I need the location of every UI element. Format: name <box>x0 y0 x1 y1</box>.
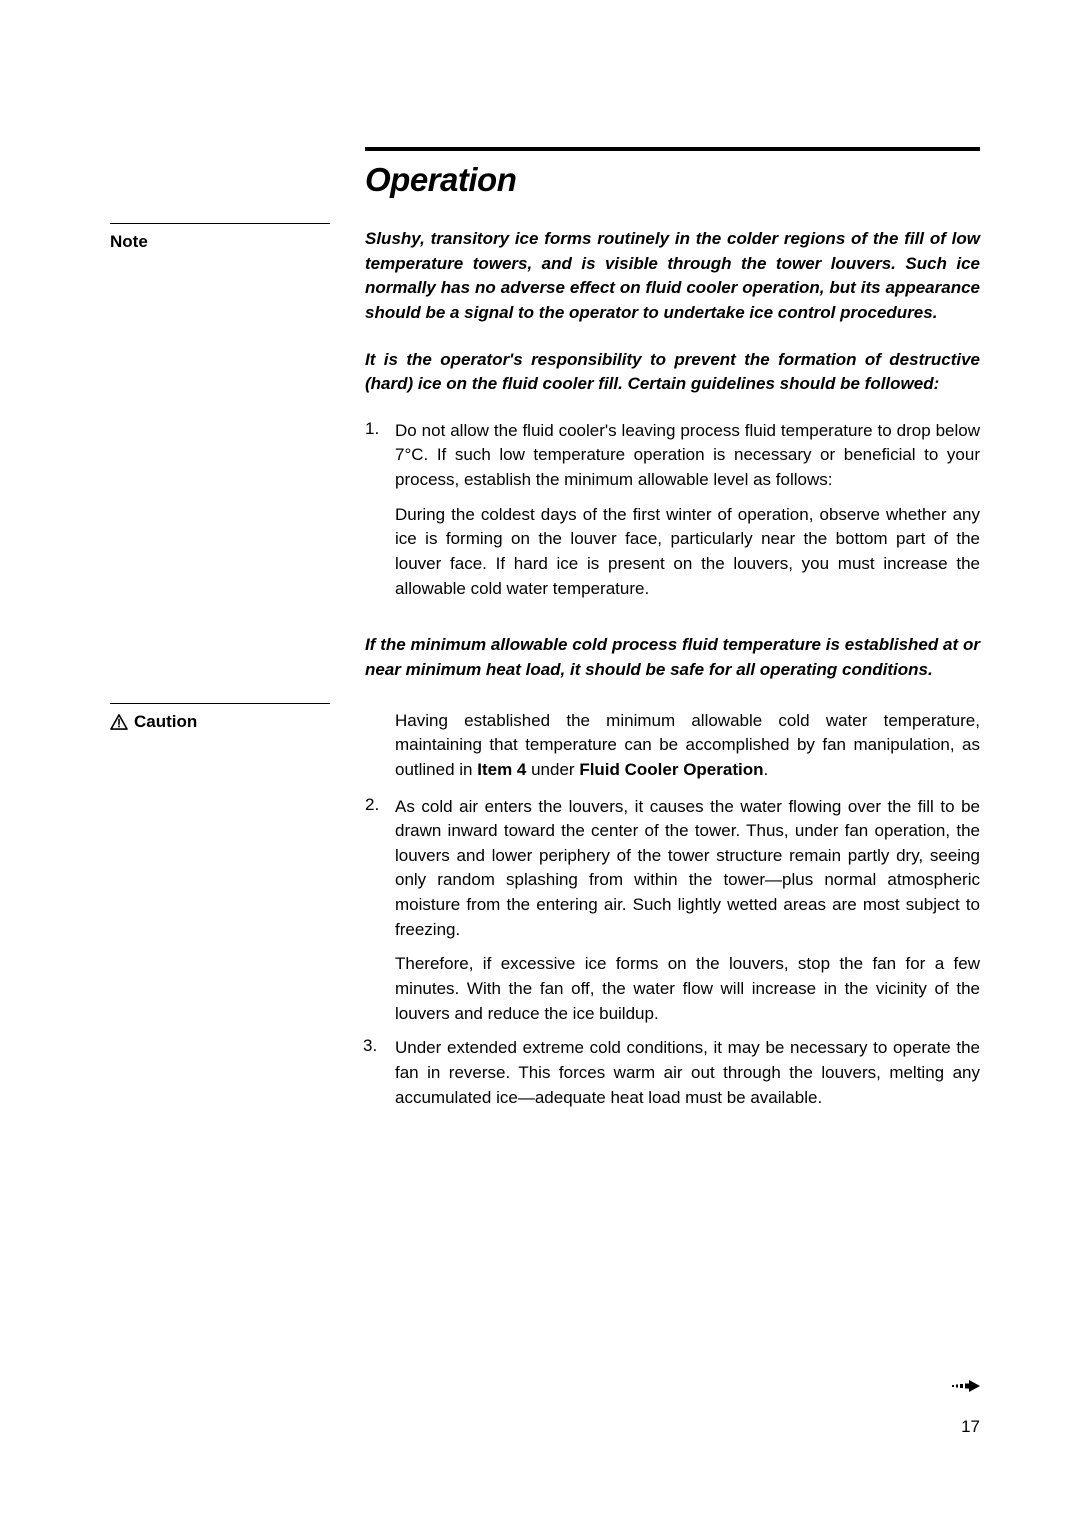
item-2-para-a: As cold air enters the louvers, it cause… <box>395 795 980 943</box>
note-label: Note <box>110 232 330 252</box>
item-1-para-b: During the coldest days of the first win… <box>395 503 980 602</box>
bold-ref-2: Fluid Cooler Operation <box>579 760 763 779</box>
item-1-para-c: Having established the minimum allowable… <box>395 709 980 783</box>
sidebar-caution-block: Caution <box>110 703 330 732</box>
warning-triangle-icon <box>110 714 128 730</box>
section-rule <box>365 147 980 151</box>
list-item: 3. Under extended extreme cold condition… <box>365 1036 980 1110</box>
item-number: 1. <box>365 419 379 439</box>
item-3-para: Under extended extreme cold conditions, … <box>395 1036 980 1110</box>
main-column: Operation Slushy, transitory ice forms r… <box>365 147 980 1120</box>
sidebar-rule <box>110 703 330 704</box>
item-number: 2. <box>365 795 379 815</box>
guidelines-list-cont: 2. As cold air enters the louvers, it ca… <box>365 795 980 1111</box>
intro-paragraph-2: It is the operator's responsibility to p… <box>365 348 980 397</box>
item-number: 3. <box>363 1036 377 1056</box>
text-run: under <box>526 760 579 779</box>
item-1-continuation: Having established the minimum allowable… <box>365 709 980 783</box>
list-item: 2. As cold air enters the louvers, it ca… <box>365 795 980 1027</box>
continue-arrow-icon <box>952 1380 980 1392</box>
section-title: Operation <box>365 161 980 199</box>
item-2-para-b: Therefore, if excessive ice forms on the… <box>395 952 980 1026</box>
caution-label-text: Caution <box>134 712 197 732</box>
intro-paragraph-1: Slushy, transitory ice forms routinely i… <box>365 227 980 326</box>
text-run: . <box>763 760 768 779</box>
guidelines-list: 1. Do not allow the fluid cooler's leavi… <box>365 419 980 601</box>
sidebar-rule <box>110 223 330 224</box>
item-1-para-a: Do not allow the fluid cooler's leaving … <box>395 419 980 493</box>
caution-paragraph: If the minimum allowable cold process fl… <box>365 633 980 682</box>
list-item: 1. Do not allow the fluid cooler's leavi… <box>365 419 980 601</box>
sidebar-note-block: Note <box>110 223 330 252</box>
page-number: 17 <box>961 1417 980 1437</box>
bold-ref-1: Item 4 <box>477 760 526 779</box>
caution-label: Caution <box>110 712 330 732</box>
